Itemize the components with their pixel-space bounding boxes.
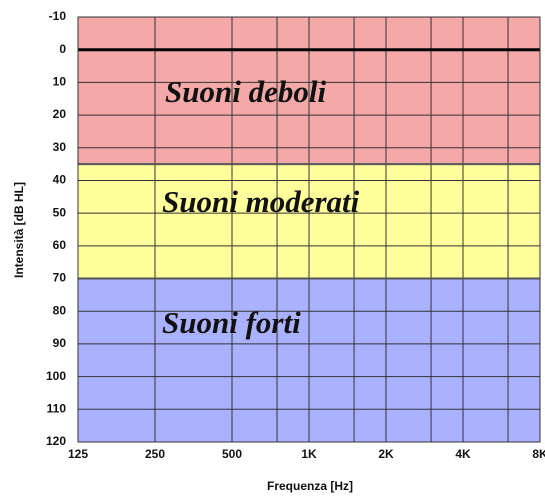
y-tick-label: 70: [53, 271, 67, 285]
x-tick-label: 1K: [301, 447, 317, 461]
x-axis-label: Frequenza [Hz]: [267, 479, 353, 493]
x-tick-label: 125: [68, 447, 88, 461]
y-tick-label: 30: [53, 140, 67, 154]
y-tick-label: 50: [53, 205, 67, 219]
y-tick-label: 110: [47, 401, 67, 415]
x-tick-label: 2K: [378, 447, 394, 461]
y-tick-label: 80: [53, 303, 67, 317]
y-tick-label: 10: [53, 75, 67, 89]
y-tick-label: 40: [53, 173, 67, 187]
x-tick-label: 8K: [532, 447, 545, 461]
band-label: Suoni deboli: [165, 74, 326, 109]
y-tick-label: 100: [46, 369, 66, 383]
band-label: Suoni moderati: [162, 184, 360, 219]
y-tick-label: 0: [59, 42, 66, 56]
plot-border: [77, 16, 541, 443]
y-tick-label: 60: [53, 238, 67, 252]
y-tick-label: -10: [49, 9, 67, 23]
x-tick-label: 250: [145, 447, 165, 461]
y-axis-label: Intensità [dB HL]: [12, 182, 26, 278]
x-tick-label: 4K: [455, 447, 471, 461]
y-tick-label: 90: [53, 336, 67, 350]
y-tick-label: 120: [46, 434, 66, 448]
band-label: Suoni forti: [162, 305, 301, 340]
y-tick-label: 20: [53, 107, 67, 121]
x-tick-label: 500: [222, 447, 242, 461]
